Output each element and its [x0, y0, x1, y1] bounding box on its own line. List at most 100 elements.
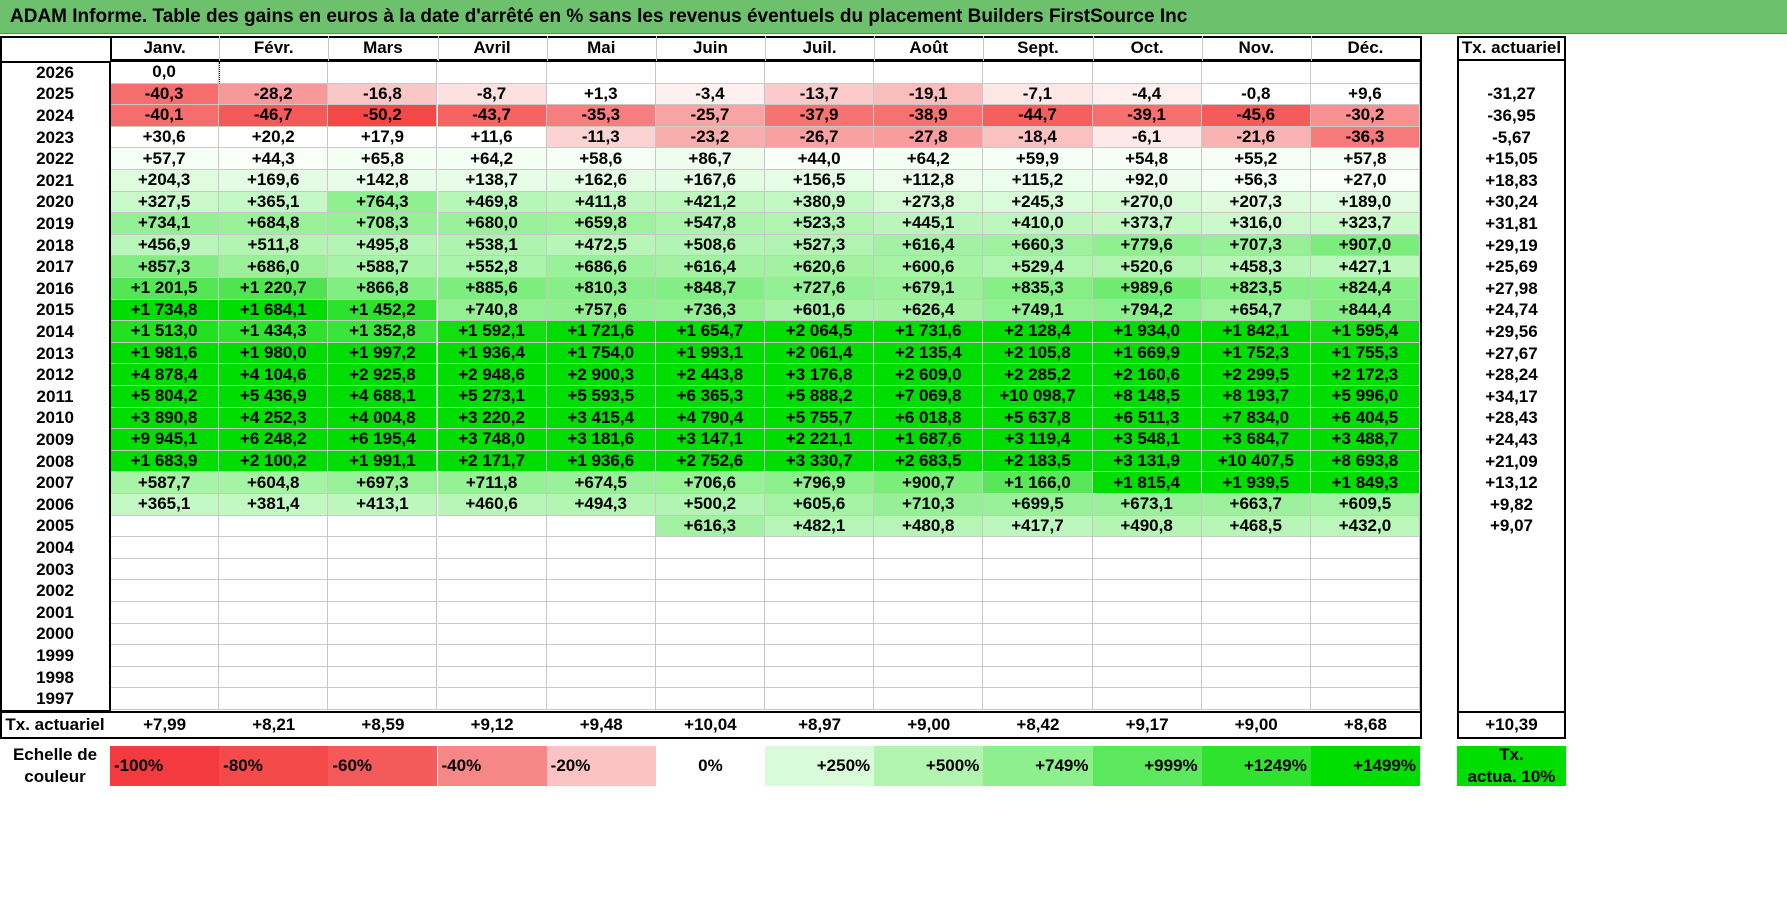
gain-cell: +794,2	[1092, 299, 1202, 322]
gain-cell: +706,6	[655, 472, 765, 494]
gain-cell	[546, 580, 656, 602]
gain-cell: +427,1	[1310, 256, 1421, 278]
gain-cell	[219, 515, 329, 538]
gain-cell: +5 593,5	[546, 386, 656, 408]
gain-cell	[1310, 580, 1421, 602]
gain-cell: +2 064,5	[765, 321, 875, 343]
gain-cell: +1 220,7	[219, 278, 329, 300]
gain-cell	[546, 645, 656, 667]
gain-cell	[1310, 645, 1421, 667]
gain-cell: +3 684,7	[1201, 429, 1311, 451]
gain-cell	[983, 688, 1093, 710]
legend-swatch: +1499%	[1310, 746, 1421, 786]
gain-cell	[765, 580, 875, 602]
gain-cell	[328, 62, 438, 84]
gain-cell: +707,3	[1201, 234, 1311, 257]
gain-cell: +1 684,1	[219, 299, 329, 322]
year-label: 2020	[36, 192, 74, 212]
gain-cell: +2 299,5	[1201, 364, 1311, 386]
gain-cell: -30,2	[1310, 105, 1421, 127]
gain-cell: +1 166,0	[983, 472, 1093, 494]
gain-cell: +245,3	[983, 191, 1093, 214]
footer-rate: +8,21	[252, 715, 296, 734]
gain-cell: +552,8	[437, 256, 547, 278]
annual-rate-cell	[1459, 602, 1564, 624]
gain-cell: +112,8	[874, 170, 984, 192]
legend-swatch: +500%	[874, 746, 984, 786]
annual-rate-cell	[1459, 688, 1564, 710]
gain-cell: +1 513,0	[110, 321, 220, 343]
gain-cell: +1,3	[546, 83, 656, 106]
gain-cell: +2 100,2	[219, 450, 329, 473]
gain-cell	[874, 666, 984, 689]
gain-cell: +3 220,2	[437, 407, 547, 430]
gain-cell: -39,1	[1092, 105, 1202, 127]
gain-cell: +587,7	[110, 472, 220, 494]
gain-cell: +4 688,1	[328, 386, 438, 408]
gain-cell	[1310, 537, 1421, 559]
gain-cell: +1 734,8	[110, 299, 220, 322]
gain-cell: -45,6	[1201, 105, 1311, 127]
gain-cell: +740,8	[437, 299, 547, 322]
gain-cell	[983, 62, 1093, 84]
gain-cell: +142,8	[328, 170, 438, 192]
gain-cell	[219, 558, 329, 581]
gain-cell: +3 415,4	[546, 407, 656, 430]
gain-cell: -21,6	[1201, 126, 1311, 149]
annual-rate-cell	[1459, 580, 1564, 602]
gain-cell	[546, 537, 656, 559]
gain-cell	[983, 602, 1093, 624]
month-header: Nov.	[1201, 36, 1311, 61]
gain-cell: +2 900,3	[546, 364, 656, 386]
gain-cell	[655, 558, 765, 581]
legend-annual-line1: Tx.	[1499, 746, 1524, 764]
gain-cell: +365,1	[219, 191, 329, 214]
gain-cell	[437, 645, 547, 667]
gain-cell: +44,3	[219, 148, 329, 170]
year-label: 2025	[36, 84, 74, 104]
gain-cell: -36,3	[1310, 126, 1421, 149]
column-divider	[765, 36, 767, 61]
gain-cell: +5 436,9	[219, 386, 329, 408]
annual-rate-cell: +28,43	[1485, 408, 1538, 428]
gain-cell: +5 888,2	[765, 386, 875, 408]
gain-cell: +1 654,7	[655, 321, 765, 343]
gain-cell: +3 176,8	[765, 364, 875, 386]
gain-cell: +1 731,6	[874, 321, 984, 343]
gain-cell: +1 991,1	[328, 450, 438, 473]
footer-rate: +9,00	[907, 715, 951, 734]
year-label: 2019	[36, 213, 74, 233]
annual-rate-cell: -36,95	[1487, 105, 1536, 125]
gain-cell: +5 996,0	[1310, 386, 1421, 408]
gain-cell: +604,8	[219, 472, 329, 494]
gain-cell	[765, 623, 875, 646]
gain-cell: -0,8	[1201, 83, 1311, 106]
legend-swatch: -60%	[328, 746, 438, 786]
gain-cell: +835,3	[983, 278, 1093, 300]
gain-cell: +327,5	[110, 191, 220, 214]
gain-cell: +494,3	[546, 494, 656, 516]
year-label: 2004	[36, 537, 74, 557]
gain-cell	[328, 666, 438, 689]
gain-cell: +674,5	[546, 472, 656, 494]
gain-cell: +2 683,5	[874, 450, 984, 473]
gain-cell	[655, 580, 765, 602]
gain-cell	[1092, 558, 1202, 581]
gain-cell	[765, 666, 875, 689]
gain-cell: -28,2	[219, 83, 329, 106]
gain-cell: +2 160,6	[1092, 364, 1202, 386]
gain-cell	[1201, 623, 1311, 646]
gain-cell	[983, 580, 1093, 602]
gain-cell: +2 925,8	[328, 364, 438, 386]
footer-rate: +9,48	[579, 715, 623, 734]
gain-cell: +1 936,6	[546, 450, 656, 473]
annual-rate-cell: +21,09	[1485, 451, 1538, 471]
gain-cell: +764,3	[328, 191, 438, 214]
gain-cell: +844,4	[1310, 299, 1421, 322]
gain-cell: +4 252,3	[219, 407, 329, 430]
year-label: 2009	[36, 429, 74, 449]
gain-cell: +616,3	[655, 515, 765, 538]
gain-cell	[328, 645, 438, 667]
gain-cell	[328, 623, 438, 646]
gain-cell: +57,8	[1310, 148, 1421, 170]
